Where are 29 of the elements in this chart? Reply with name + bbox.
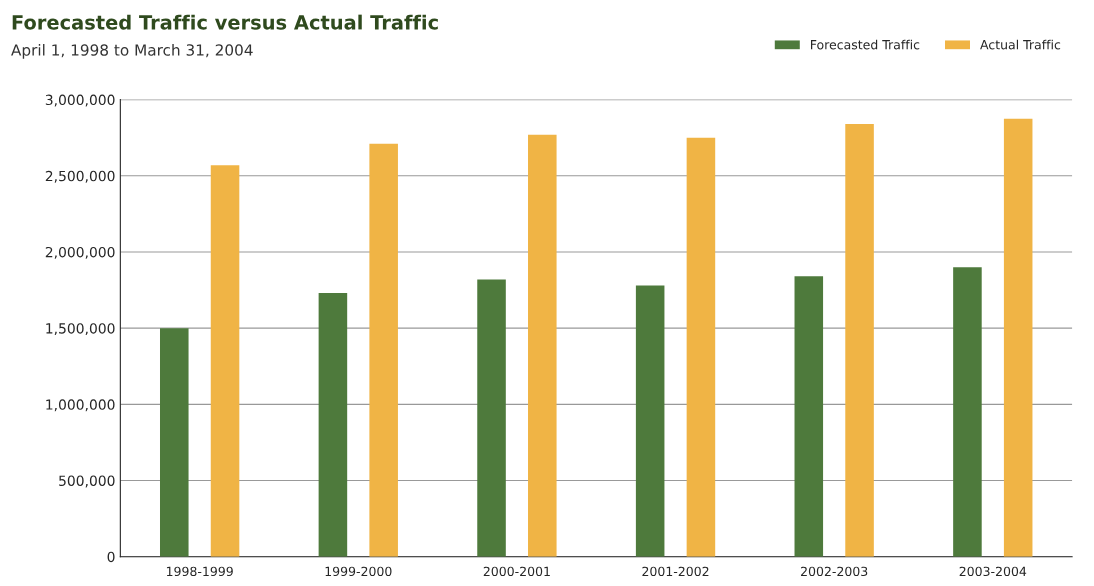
bar bbox=[160, 328, 189, 557]
x-tick-label: 2001-2002 bbox=[642, 566, 709, 577]
y-tick-label: 1,000,000 bbox=[46, 399, 115, 412]
bar bbox=[953, 267, 982, 557]
bar bbox=[845, 124, 874, 557]
bar bbox=[1003, 118, 1033, 557]
bar bbox=[210, 165, 240, 557]
x-tick-label: 2002-2003 bbox=[801, 566, 868, 577]
y-tick-label: 1,500,000 bbox=[46, 323, 115, 336]
x-tick-label: 2000-2001 bbox=[483, 566, 550, 577]
y-tick-label: 2,000,000 bbox=[45, 246, 115, 259]
bar bbox=[528, 134, 557, 557]
legend-label: Actual Traffic bbox=[980, 39, 1061, 50]
bar bbox=[369, 143, 398, 557]
bar bbox=[686, 137, 716, 557]
x-tick-label: 1998-1999 bbox=[166, 566, 233, 577]
bar bbox=[794, 276, 824, 557]
y-tick-label: 3,000,000 bbox=[45, 94, 115, 107]
x-tick-label: 1999-2000 bbox=[325, 566, 392, 577]
legend-label: Forecasted Traffic bbox=[811, 39, 920, 50]
y-tick-label: 0 bbox=[107, 551, 115, 563]
chart-subtitle: April 1, 1998 to March 31, 2004 bbox=[11, 43, 253, 59]
y-tick-label: 500,000 bbox=[59, 475, 115, 488]
bar bbox=[318, 293, 348, 557]
chart-title: Forecasted Traffic versus Actual Traffic bbox=[12, 14, 438, 30]
y-tick-label: 2,500,000 bbox=[45, 170, 115, 183]
x-tick-label: 2003-2004 bbox=[959, 566, 1027, 577]
bar bbox=[635, 285, 665, 557]
bar bbox=[477, 279, 506, 557]
